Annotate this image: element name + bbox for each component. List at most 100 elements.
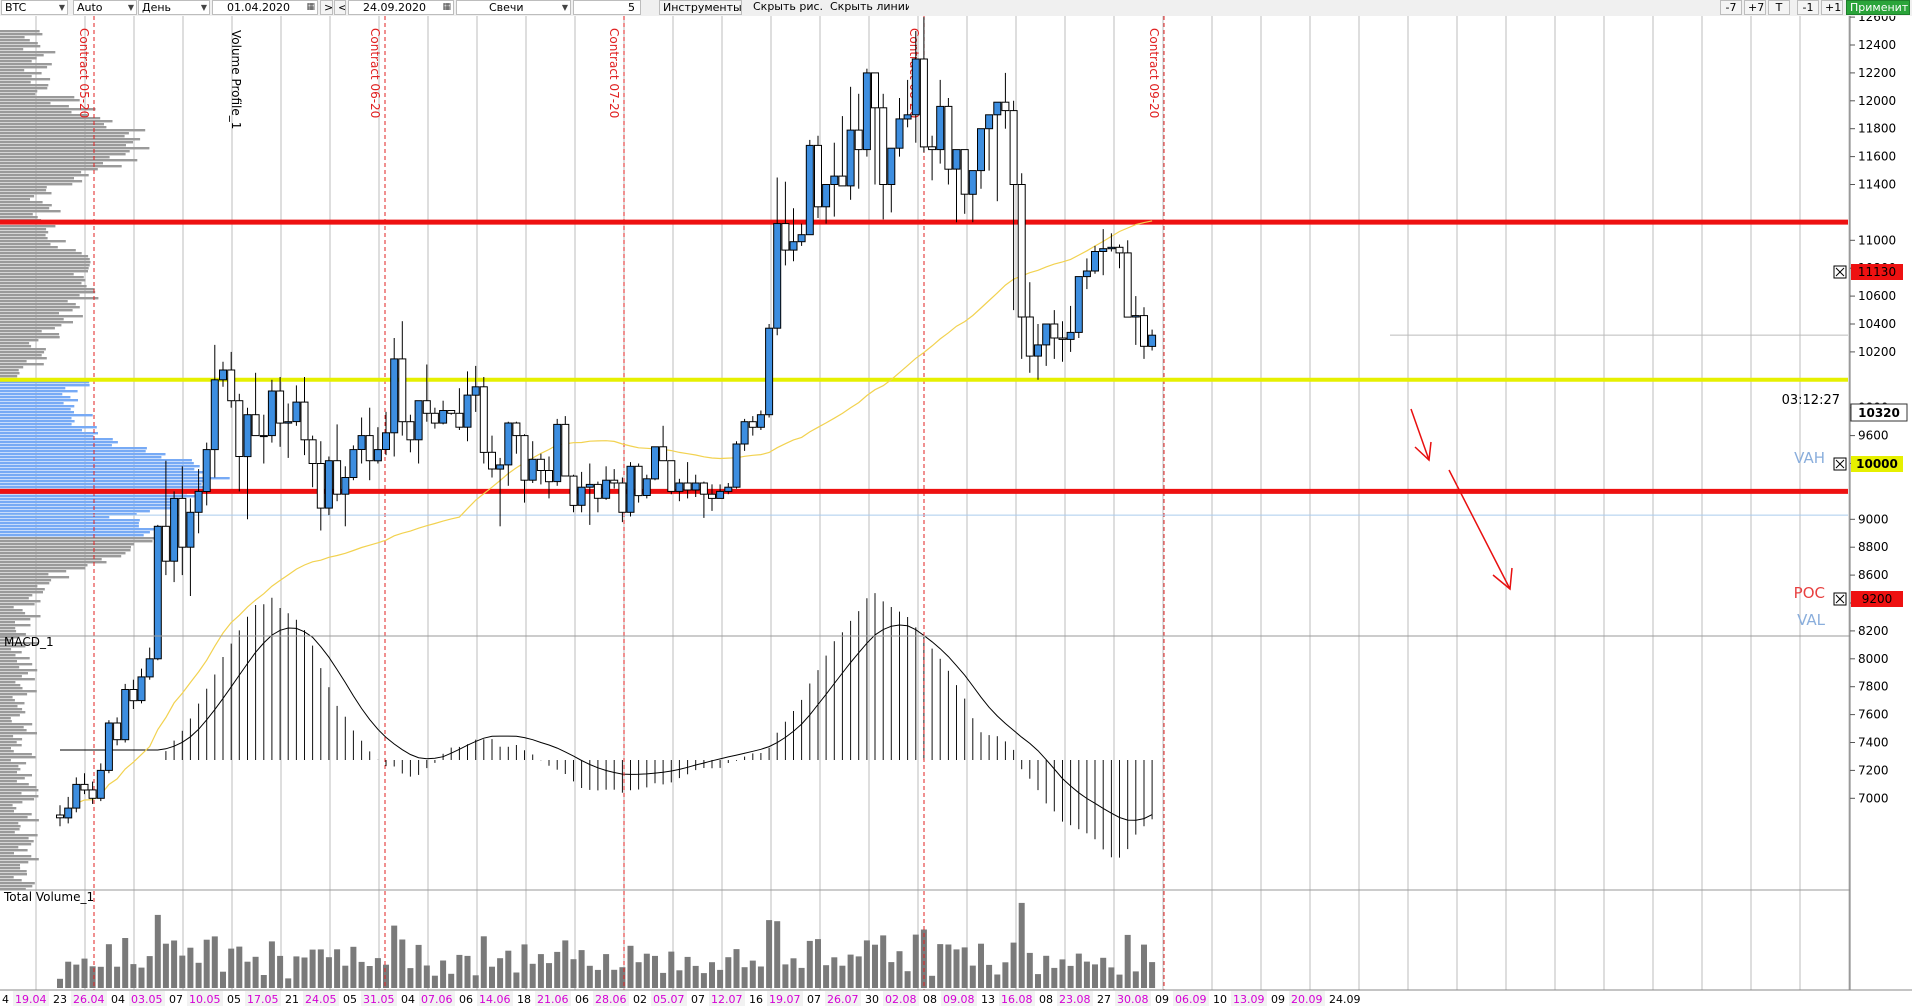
date-to-input[interactable]: 24.09.2020 ▦ [348, 0, 454, 15]
price-label: 10600 [1858, 289, 1896, 303]
date-label: 07 [691, 993, 705, 1006]
price-label: 11600 [1858, 150, 1896, 164]
mode-select[interactable]: Auto ▼ [73, 0, 137, 15]
hide-drawings-button[interactable]: Скрыть рис. [750, 0, 826, 15]
price-label: 10200 [1858, 345, 1896, 359]
profile-bar [0, 498, 186, 501]
nav-prev-button[interactable]: < [334, 0, 346, 15]
profile-bar [0, 825, 21, 828]
volume-bar [195, 962, 202, 988]
candle-body [651, 446, 659, 480]
t-label: T [1775, 1, 1783, 14]
candle-body [357, 435, 366, 451]
chevron-down-icon: ▼ [200, 3, 207, 12]
date-label-week: 17.05 [247, 993, 279, 1006]
date-label-week: 26.04 [73, 993, 105, 1006]
chart-type-select[interactable]: Свечи ▼ [456, 0, 571, 15]
candle-body [439, 410, 448, 424]
profile-bar [0, 609, 23, 612]
volume-bar [831, 957, 838, 988]
close-icon[interactable] [1833, 592, 1847, 606]
date-highlight [999, 991, 1035, 1006]
date-label-week: 09.08 [943, 993, 975, 1006]
hide-lines-button[interactable]: Скрыть линии [827, 0, 909, 15]
profile-bar [0, 471, 204, 474]
profile-bar [0, 357, 47, 360]
volume-bar [1075, 953, 1082, 988]
candle-body [447, 410, 456, 414]
price-label: 12200 [1858, 66, 1896, 80]
candle-body [72, 783, 81, 809]
volume-bar [464, 955, 471, 988]
plus1-button[interactable]: +1 [1821, 0, 1843, 15]
date-label: 30 [865, 993, 879, 1006]
candle-body [602, 479, 611, 499]
date-label: 24.09 [1329, 993, 1361, 1006]
price-chart[interactable]: Contract 05-20 Contract 06-20 Contract 07-… [0, 16, 1912, 1008]
moving-average [59, 220, 1153, 819]
profile-bar [0, 75, 32, 78]
candle-body [194, 490, 203, 513]
candle-body [145, 658, 154, 678]
volume-bar [839, 965, 846, 988]
apply-button[interactable]: Применить [1846, 0, 1910, 15]
profile-bar [0, 717, 11, 720]
price-label: 11000 [1858, 233, 1896, 247]
candle-body [488, 451, 496, 470]
price-levels[interactable] [0, 219, 1848, 516]
profile-bar [0, 90, 38, 93]
volume-bar [733, 949, 740, 988]
profile-bar [0, 621, 15, 624]
zoom-plus7-button[interactable]: +7 [1744, 0, 1766, 15]
volume-bar [268, 941, 275, 988]
candle-body [610, 479, 619, 484]
profile-bar [0, 735, 14, 738]
profile-bar [0, 258, 90, 261]
symbol-select[interactable]: BTC ▼ [1, 0, 68, 15]
volume-bar [578, 950, 585, 988]
forecast-arrows[interactable] [1410, 408, 1513, 591]
candle-body [683, 482, 692, 491]
profile-bar [0, 630, 17, 633]
profile-bar [0, 426, 97, 429]
date-axis[interactable]: 4 19.04 23 26.04 04 03.05 07 10.05 05 17.05 21 24.0… [0, 989, 1912, 1008]
candle-body [129, 689, 138, 702]
date-from-input[interactable]: 01.04.2020 ▦ [212, 0, 318, 15]
minus1-button[interactable]: -1 [1797, 0, 1819, 15]
instruments-button[interactable]: Инструменты [659, 0, 742, 15]
close-icon[interactable] [1833, 457, 1847, 471]
level-badge-poc: 9200 [1851, 591, 1903, 607]
candle-body [210, 379, 219, 451]
t-button[interactable]: T [1768, 0, 1790, 15]
profile-bar [0, 225, 56, 228]
profile-bar [0, 765, 19, 768]
arrow-line [1410, 408, 1430, 461]
nav-next-button[interactable]: > [320, 0, 333, 15]
volume-bar [766, 920, 773, 988]
close-icon[interactable] [1833, 265, 1847, 279]
date-highlight [767, 991, 803, 1006]
volume-bar [961, 947, 968, 988]
volume-bar [1051, 967, 1058, 988]
price-label: 8200 [1858, 624, 1889, 638]
profile-bar [0, 333, 60, 336]
profile-bar [0, 381, 90, 384]
date-highlight [825, 991, 861, 1006]
volume-bar [293, 956, 300, 988]
price-axis[interactable]: 12600 12400 12200 12000 11800 11600 11400 11000… [1849, 16, 1912, 1008]
profile-bar [0, 579, 52, 582]
chevron-down-icon: ▼ [127, 3, 134, 12]
volume-bar [130, 964, 137, 988]
period-select[interactable]: День ▼ [138, 0, 210, 15]
candle-body [871, 72, 879, 109]
profile-bar [0, 138, 141, 141]
zoom-minus7-button[interactable]: -7 [1720, 0, 1742, 15]
profile-bar [0, 339, 39, 342]
candle-body [1115, 246, 1124, 254]
candle-body [634, 465, 643, 497]
volume-bar [912, 934, 919, 988]
candle-body [390, 358, 399, 434]
hide-drawings-label: Скрыть рис. [753, 0, 824, 13]
count-input[interactable]: 5 [573, 0, 641, 15]
profile-bar [0, 102, 51, 105]
